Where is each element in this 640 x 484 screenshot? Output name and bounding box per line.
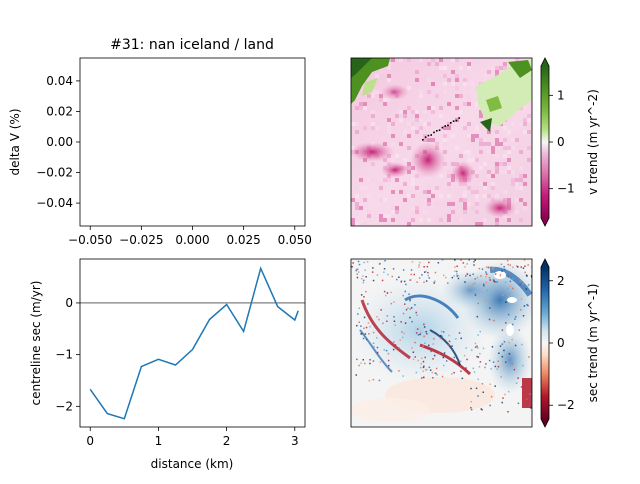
colorbar-tick-label: 1 <box>557 88 565 102</box>
colorbar-label: sec trend (m yr^-1) <box>586 284 600 403</box>
colorbar-label: v trend (m yr^-2) <box>586 89 600 195</box>
y-tick-label: 0 <box>65 296 73 310</box>
sec-trend-colorbar: 2 0 −2 sec trend (m yr^-1) <box>541 259 600 427</box>
x-tick-label: 0.000 <box>175 233 209 247</box>
x-axis: 0 1 2 3 <box>86 427 298 448</box>
axes-frame <box>80 58 305 226</box>
x-tick-label: 2 <box>223 434 231 448</box>
panel-sec-trend-map: 2 0 −2 sec trend (m yr^-1) <box>350 259 600 427</box>
axes-frame <box>80 259 305 427</box>
y-tick-label: −2 <box>55 399 73 413</box>
y-axis: 0.04 0.02 0.00 −0.02 −0.04 <box>36 74 80 210</box>
y-axis: 0 −1 −2 <box>55 296 80 413</box>
y-tick-label: 0.04 <box>46 74 73 88</box>
sec-series-line <box>90 268 298 418</box>
x-axis: −0.050 −0.025 0.000 0.025 0.050 <box>68 226 312 247</box>
x-tick-label: 1 <box>155 434 163 448</box>
x-tick-label: 3 <box>291 434 299 448</box>
x-tick-label: −0.050 <box>68 233 112 247</box>
y-tick-label: 0.00 <box>46 135 73 149</box>
colorbar-tick-label: 0 <box>557 135 565 149</box>
y-tick-label: −0.02 <box>36 166 73 180</box>
panel-v-trend-map: 1 0 −1 v trend (m yr^-2) <box>350 58 600 226</box>
y-tick-label: −1 <box>55 348 73 362</box>
v-trend-colorbar: 1 0 −1 v trend (m yr^-2) <box>541 58 600 226</box>
sec-trend-heatmap <box>350 259 540 427</box>
x-tick-label: −0.025 <box>119 233 163 247</box>
colorbar-tick-label: 0 <box>557 336 565 350</box>
y-axis-label: delta V (%) <box>8 109 22 176</box>
x-axis-label: distance (km) <box>151 457 234 471</box>
panel-title: #31: nan iceland / land <box>110 37 274 53</box>
y-axis-label: centreline sec (m/yr) <box>29 281 43 406</box>
v-trend-heatmap <box>350 58 532 226</box>
x-tick-label: 0.050 <box>278 233 312 247</box>
y-tick-label: 0.02 <box>46 104 73 118</box>
x-tick-label: 0 <box>86 434 94 448</box>
panel-delta-v: #31: nan iceland / land −0.050 −0.025 0.00… <box>8 37 312 247</box>
colorbar-tick-label: 2 <box>557 274 565 288</box>
panel-centreline-sec: 0 1 2 3 0 −1 −2 distance (km) centreline sec … <box>29 259 305 471</box>
colorbar-tick-label: −2 <box>557 398 575 412</box>
x-tick-label: 0.025 <box>226 233 260 247</box>
colorbar-tick-label: −1 <box>557 182 575 196</box>
y-tick-label: −0.04 <box>36 196 73 210</box>
